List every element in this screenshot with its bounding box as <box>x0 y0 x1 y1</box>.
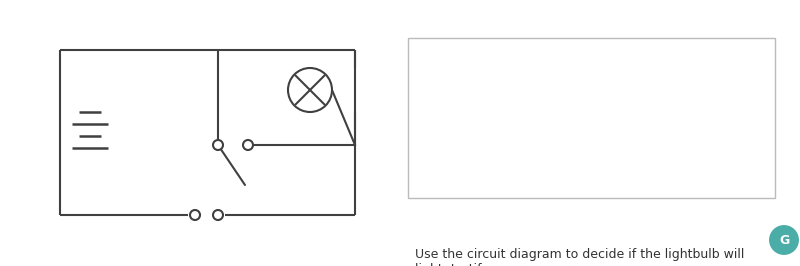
Text: Use the circuit diagram to decide if the lightbulb will
light. Justify your answ: Use the circuit diagram to decide if the… <box>415 248 744 266</box>
Circle shape <box>190 210 200 220</box>
Circle shape <box>768 224 800 256</box>
Circle shape <box>243 140 253 150</box>
Text: G: G <box>779 234 789 247</box>
Circle shape <box>288 68 332 112</box>
Circle shape <box>213 210 223 220</box>
Circle shape <box>213 140 223 150</box>
FancyBboxPatch shape <box>408 38 775 198</box>
